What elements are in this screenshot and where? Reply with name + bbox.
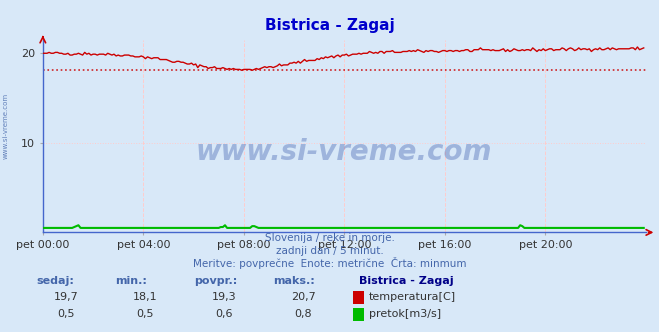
Text: www.si-vreme.com: www.si-vreme.com [2, 93, 9, 159]
Text: 18,1: 18,1 [132, 292, 158, 302]
Text: temperatura[C]: temperatura[C] [369, 292, 456, 302]
Text: maks.:: maks.: [273, 276, 315, 286]
Text: 0,8: 0,8 [295, 309, 312, 319]
Text: sedaj:: sedaj: [36, 276, 74, 286]
Text: Bistrica - Zagaj: Bistrica - Zagaj [265, 18, 394, 33]
Text: zadnji dan / 5 minut.: zadnji dan / 5 minut. [275, 246, 384, 256]
Text: povpr.:: povpr.: [194, 276, 238, 286]
Text: 0,5: 0,5 [136, 309, 154, 319]
Text: www.si-vreme.com: www.si-vreme.com [196, 137, 492, 166]
Text: 19,3: 19,3 [212, 292, 237, 302]
Text: pretok[m3/s]: pretok[m3/s] [369, 309, 441, 319]
Text: Slovenija / reke in morje.: Slovenija / reke in morje. [264, 233, 395, 243]
Text: 20,7: 20,7 [291, 292, 316, 302]
Text: 19,7: 19,7 [53, 292, 78, 302]
Text: min.:: min.: [115, 276, 147, 286]
Text: 0,6: 0,6 [215, 309, 233, 319]
Text: Meritve: povprečne  Enote: metrične  Črta: minmum: Meritve: povprečne Enote: metrične Črta:… [192, 257, 467, 269]
Text: Bistrica - Zagaj: Bistrica - Zagaj [359, 276, 454, 286]
Text: 0,5: 0,5 [57, 309, 74, 319]
